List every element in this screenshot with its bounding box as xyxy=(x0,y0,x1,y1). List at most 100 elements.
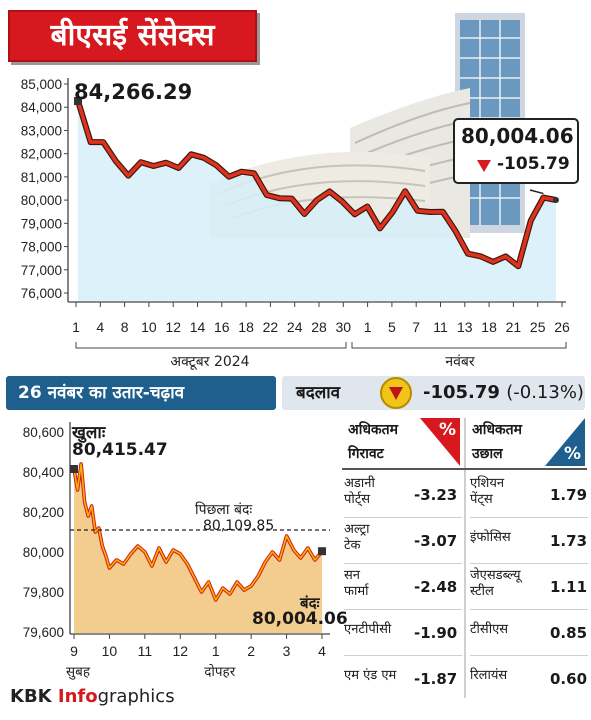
table-row: अल्ट्रा टेक -3.07 xyxy=(344,520,462,564)
gainers-stock-name-line: पेंट्स xyxy=(470,492,493,507)
table-row: एनटीपीसी -1.90 xyxy=(344,612,462,656)
table-row: एशियन पेंट्स 1.79 xyxy=(470,474,588,518)
x-tick-label: 9 xyxy=(70,643,78,659)
losers-header-line2: गिरावट xyxy=(348,446,384,462)
gainers-stock-change: 1.11 xyxy=(550,578,588,596)
x-tick-label: 4 xyxy=(318,643,326,659)
losers-stock-name-line: एम एंड एम xyxy=(344,668,397,683)
x-tick-label: 25 xyxy=(530,319,546,335)
losers-stock-name: एनटीपीसी xyxy=(344,622,391,638)
losers-percent-badge: % xyxy=(420,418,460,466)
losers-stock-name-line: टेक xyxy=(344,538,361,553)
open-marker xyxy=(70,465,78,473)
losers-stock-name-line: फार्मा xyxy=(344,584,369,599)
row-divider xyxy=(344,609,462,610)
y-tick-label: 80,400 xyxy=(23,465,64,480)
intraday-chart: 79,600 79,800 80,000 80,200 80,400 80,600 9 10 1… xyxy=(23,422,330,680)
row-divider xyxy=(470,655,588,656)
x-tick-label: 12 xyxy=(165,319,181,335)
x-tick-label: 24 xyxy=(287,319,303,335)
october-bracket xyxy=(75,342,347,349)
page-title: बीएसई सेंसेक्स xyxy=(8,10,257,62)
row-divider xyxy=(470,517,588,518)
losers-header: अधिकतम गिरावट xyxy=(348,422,398,462)
losers-stock-change: -1.90 xyxy=(414,624,458,642)
losers-stock-change: -1.87 xyxy=(414,670,458,688)
losers-stock-name-line: अल्ट्रा xyxy=(344,522,370,537)
percent-symbol: % xyxy=(438,420,456,440)
y-tick-label: 77,000 xyxy=(21,263,62,278)
callout-pointer xyxy=(529,189,544,195)
table-header-divider xyxy=(342,468,587,470)
y-tick-label: 79,800 xyxy=(23,585,64,600)
change-points: -105.79 xyxy=(423,382,500,403)
row-divider xyxy=(344,517,462,518)
x-tick-label: 28 xyxy=(311,319,327,335)
gainers-stock-name: जेएसडब्ल्यू स्टील xyxy=(470,568,521,600)
morning-label: सुबह xyxy=(66,664,91,680)
x-tick-label: 16 xyxy=(214,319,230,335)
x-tick-label: 26 xyxy=(554,319,570,335)
y-tick-label: 79,000 xyxy=(21,216,62,231)
gainers-stock-name-line: इंफोसिस xyxy=(470,530,511,545)
gainers-stock-name: रिलायंस xyxy=(470,668,507,684)
y-tick-label: 80,000 xyxy=(23,545,64,560)
y-tick-label: 78,000 xyxy=(21,240,62,255)
x-tick-label: 10 xyxy=(102,643,118,659)
table-row: इंफोसिस 1.73 xyxy=(470,520,588,564)
end-marker xyxy=(553,197,559,204)
down-triangle-icon xyxy=(389,387,403,400)
losers-stock-name: सन फार्मा xyxy=(344,568,369,600)
gainers-stock-name: एशियन पेंट्स xyxy=(470,476,504,508)
x-tick-label: 12 xyxy=(172,643,188,659)
x-tick-label: 18 xyxy=(481,319,497,335)
x-tick-label: 14 xyxy=(190,319,206,335)
losers-stock-name-line: अडानी xyxy=(344,476,375,491)
x-tick-label: 11 xyxy=(433,319,448,335)
x-tick-label: 11 xyxy=(138,643,153,659)
change-percent: (-0.13%) xyxy=(506,382,584,403)
x-tick-label: 30 xyxy=(336,319,352,335)
open-label: खुलाः xyxy=(72,423,106,443)
close-marker xyxy=(318,547,326,556)
x-tick-label: 7 xyxy=(412,319,420,335)
gainers-stock-name-line: एशियन xyxy=(470,476,505,491)
month-label-november: नवंबर xyxy=(445,354,475,370)
gainers-stock-name-line: टीसीएस xyxy=(470,622,509,637)
brand-part-3: graphics xyxy=(97,686,175,707)
y-tick-label: 80,200 xyxy=(23,505,64,520)
down-triangle-icon xyxy=(477,160,491,172)
losers-stock-name-line: पोर्ट्स xyxy=(344,492,371,507)
losers-stock-name: एम एंड एम xyxy=(344,668,396,684)
intraday-area xyxy=(74,464,322,633)
losers-stock-change: -2.48 xyxy=(414,578,458,596)
row-divider xyxy=(344,655,462,656)
x-tick-label: 4 xyxy=(96,319,104,335)
x-tick-label: 13 xyxy=(457,319,473,335)
gainers-stock-name: इंफोसिस xyxy=(470,530,511,546)
gainers-stock-change: 0.60 xyxy=(550,670,588,688)
x-tick-label: 22 xyxy=(263,319,279,335)
losers-stock-change: -3.23 xyxy=(414,486,458,504)
x-tick-label: 1 xyxy=(72,319,80,335)
end-value-label: 80,004.06 xyxy=(461,124,574,148)
month-label-october: अक्टूबर 2024 xyxy=(170,354,249,370)
gainers-stock-name: टीसीएस xyxy=(470,622,508,638)
y-tick-label: 80,600 xyxy=(23,425,64,440)
sensex-line xyxy=(76,100,557,268)
x-tick-label: 3 xyxy=(283,643,291,659)
close-value: 80,004.06 xyxy=(252,609,348,629)
footer-brand: KBK Infographics xyxy=(10,686,175,707)
gainers-header-line1: अधिकतम xyxy=(472,422,523,438)
close-label: बंदः xyxy=(300,594,320,612)
change-label: बदलाव xyxy=(296,383,341,403)
row-divider xyxy=(470,609,588,610)
start-value-label: 84,266.29 xyxy=(74,80,193,104)
losers-stock-name: अल्ट्रा टेक xyxy=(344,522,370,554)
table-row: सन फार्मा -2.48 xyxy=(344,566,462,610)
prev-close-value: 80,109.85 xyxy=(203,518,275,534)
y-tick-label: 83,000 xyxy=(21,123,62,138)
table-vertical-divider xyxy=(464,418,466,698)
gainers-stock-name-line: जेएसडब्ल्यू xyxy=(470,568,521,583)
y-tick-label: 79,600 xyxy=(23,625,64,640)
